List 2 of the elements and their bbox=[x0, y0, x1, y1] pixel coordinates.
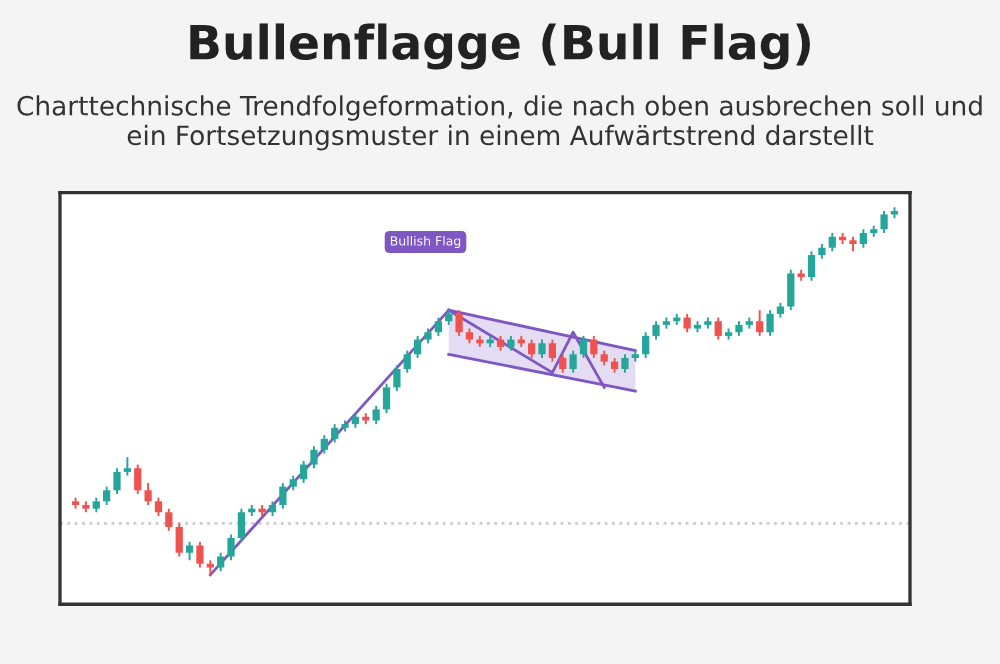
chart-subtitle: Charttechnische Trendfolgeformation, die nach oben ausbrechen soll und ein Fortsetzungsmuster in einem Aufwärtstrend darstellt bbox=[17, 95, 982, 151]
chart-title: Bullenflagge (Bull Flag) bbox=[190, 23, 810, 70]
